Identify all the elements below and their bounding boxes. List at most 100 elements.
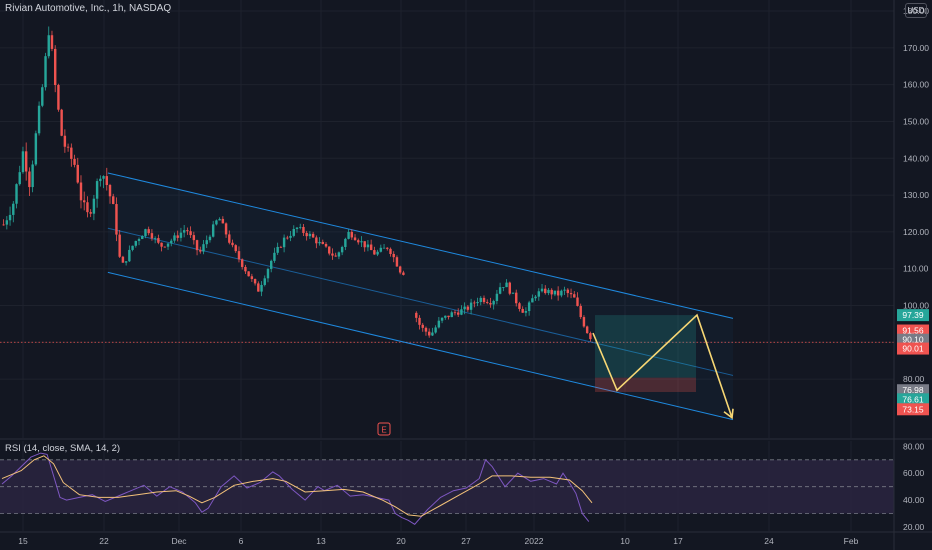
candle-body (279, 246, 283, 248)
candle-body (466, 306, 470, 310)
candle-body (286, 237, 289, 239)
candle-body (202, 244, 205, 252)
candle-body (205, 240, 208, 245)
price-label-box (897, 403, 929, 416)
candle-body (585, 326, 589, 334)
candle-body (41, 87, 44, 106)
projection-path (592, 313, 734, 420)
price-label-box (897, 393, 929, 406)
candle-body (276, 246, 279, 253)
candle-body (482, 297, 486, 303)
candle-body (99, 178, 102, 182)
candle-body (582, 317, 586, 327)
candle-body (95, 181, 99, 199)
time-tick-label: 17 (673, 536, 683, 546)
candle-body (250, 276, 254, 280)
candle-body (363, 241, 366, 248)
candle-body (273, 252, 276, 261)
currency-badge[interactable]: USD (905, 3, 927, 18)
projection-zigzag-line (592, 313, 733, 419)
candle-body (386, 247, 389, 249)
candle-body (79, 182, 83, 201)
candle-body (392, 253, 395, 258)
candle-body (350, 231, 354, 238)
candle-body (215, 220, 218, 225)
candle-body (518, 303, 521, 309)
earnings-marker[interactable]: E (377, 422, 391, 436)
candle-body (8, 214, 12, 221)
candle-body (495, 293, 499, 301)
candle-body (199, 250, 202, 252)
candle-body (102, 176, 105, 179)
candle-body (331, 253, 334, 256)
candle-body (166, 243, 170, 247)
candle-body (195, 240, 199, 251)
time-tick-label: 27 (461, 536, 471, 546)
rsi-indicator-title: RSI (14, close, SMA, 14, 2) (5, 443, 121, 454)
candle-body (292, 228, 295, 236)
price-tick-label: 130.00 (903, 190, 929, 200)
candle-body (224, 223, 228, 235)
price-tick-label: 150.00 (903, 116, 929, 126)
candle-body (547, 289, 550, 294)
candle-body (266, 268, 270, 279)
earnings-marker-label: E (381, 426, 386, 435)
price-label-box (897, 342, 929, 355)
candle-body (73, 158, 76, 165)
time-tick-label: 24 (764, 536, 774, 546)
candle-body (179, 232, 183, 238)
candle-body (321, 241, 325, 244)
time-tick-label: 2022 (525, 536, 544, 546)
candle-body (60, 109, 63, 136)
candle-body (218, 218, 221, 221)
candle-body (28, 171, 31, 188)
candle-body (502, 287, 505, 288)
rsi-tick-label: 80.00 (903, 441, 925, 451)
rsi-band (0, 459, 894, 514)
candle-body (360, 241, 363, 243)
price-label-box (897, 384, 929, 397)
candle-body (569, 293, 573, 295)
candle-body (124, 261, 128, 263)
candle-body (157, 238, 160, 243)
candle-body (340, 246, 344, 253)
candle-body (66, 146, 70, 148)
candle-body (12, 203, 15, 215)
candle-body (573, 294, 576, 298)
candle-body (5, 220, 9, 225)
time-tick-label: 20 (396, 536, 406, 546)
candle-body (128, 249, 131, 262)
candle-body (141, 236, 144, 240)
channel-upper-line (107, 172, 734, 319)
candle-body (315, 237, 318, 244)
candle-body (247, 271, 250, 277)
candle-body (357, 240, 360, 243)
time-tick-label: 10 (620, 536, 630, 546)
candle-body (131, 245, 134, 250)
candle-body (108, 185, 112, 197)
candle-body (189, 231, 192, 236)
candle-body (134, 240, 138, 246)
candle-body (463, 306, 466, 310)
rsi-sma-line (1, 455, 593, 517)
candle-body (389, 248, 392, 254)
candle-body (112, 196, 115, 205)
candle-body (511, 292, 515, 294)
candle-body (105, 176, 108, 186)
candle-body (144, 229, 147, 237)
price-label-text: 97.39 (902, 310, 924, 320)
candle-body (531, 298, 534, 303)
candle-body (450, 312, 453, 318)
price-label-text: 76.98 (902, 385, 924, 395)
candle-body (295, 227, 299, 229)
candle-body (86, 202, 89, 213)
candle-body (328, 246, 331, 254)
candle-body (50, 35, 54, 49)
candle-body (469, 302, 473, 310)
channel-fill (107, 172, 733, 420)
candle-body (240, 259, 244, 267)
candle-body (447, 315, 450, 318)
candle-body (163, 246, 167, 248)
candle-body (53, 48, 57, 86)
